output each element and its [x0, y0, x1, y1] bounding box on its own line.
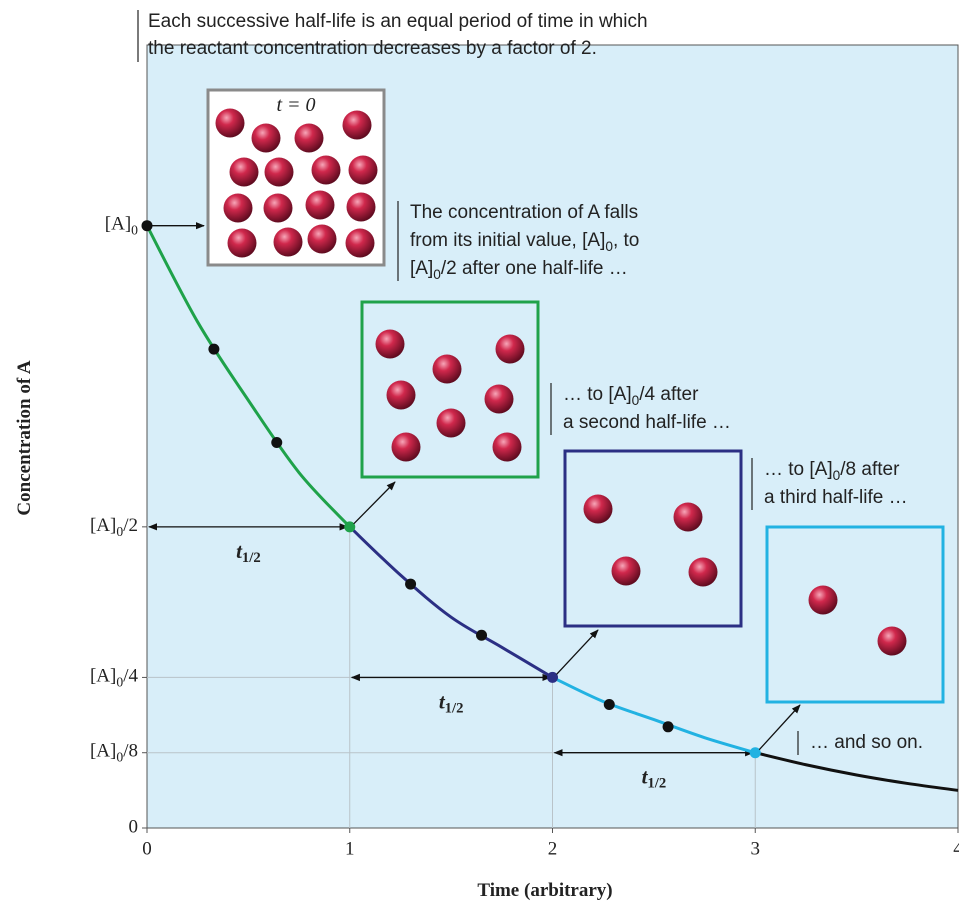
molecule	[251, 123, 281, 153]
half-life-label: t1/2	[642, 765, 667, 793]
annotation: … to [A]0/4 after	[563, 384, 699, 408]
molecule	[391, 432, 421, 462]
annotation: … and so on.	[810, 732, 923, 753]
caption: the reactant concentration decreases by …	[148, 38, 597, 59]
molecule	[264, 157, 294, 187]
molecule	[305, 190, 335, 220]
molecule	[223, 193, 253, 223]
annotation: [A]0/2 after one half-life …	[410, 258, 628, 282]
molecule	[492, 432, 522, 462]
data-point	[662, 721, 674, 733]
half-life-label: t1/2	[236, 539, 261, 567]
molecule	[348, 155, 378, 185]
molecule	[436, 408, 466, 438]
molecule	[273, 227, 303, 257]
data-point	[749, 747, 761, 759]
molecule-box	[563, 449, 743, 628]
molecule	[611, 556, 641, 586]
molecule	[311, 155, 341, 185]
molecule	[386, 380, 416, 410]
molecule	[307, 224, 337, 254]
molecule	[673, 502, 703, 532]
data-point	[208, 343, 220, 355]
y-tick-label: 0	[129, 816, 139, 837]
annotation: a third half-life …	[764, 487, 908, 508]
pointer-arrow	[353, 481, 396, 525]
molecule	[227, 228, 257, 258]
pointer-arrow	[556, 629, 599, 675]
data-point	[476, 629, 488, 641]
y-tick-label: [A]0/4	[90, 666, 139, 690]
y-tick-label: [A]0	[105, 214, 138, 238]
molecule	[877, 626, 907, 656]
half-life-label: t1/2	[439, 689, 464, 717]
x-tick-label: 4	[953, 838, 959, 859]
molecule	[345, 228, 375, 258]
molecule	[229, 157, 259, 187]
annotation: The concentration of A falls	[410, 202, 638, 223]
x-axis-label: Time (arbitrary)	[477, 880, 612, 901]
x-tick-label: 1	[345, 838, 355, 859]
curve	[145, 224, 351, 528]
caption: Each successive half-life is an equal pe…	[148, 11, 648, 32]
curve	[754, 751, 959, 792]
annotation: a second half-life …	[563, 412, 731, 433]
molecule	[808, 585, 838, 615]
y-tick-label: [A]0/2	[90, 515, 138, 539]
data-point	[547, 671, 558, 683]
x-tick-label: 0	[142, 838, 152, 859]
molecule	[484, 384, 514, 414]
x-tick-label: 2	[548, 838, 558, 859]
molecule	[583, 494, 613, 524]
molecule	[432, 354, 462, 384]
data-point	[271, 437, 283, 449]
molecule	[346, 192, 376, 222]
annotation: … to [A]0/8 after	[764, 459, 900, 483]
molecule	[263, 193, 293, 223]
molecule	[342, 110, 372, 140]
data-point	[603, 699, 615, 711]
curve	[348, 525, 554, 679]
molecule	[688, 557, 718, 587]
annotation: from its initial value, [A]0, to	[410, 230, 639, 254]
data-point	[344, 521, 356, 533]
y-tick-label: [A]0/8	[90, 741, 138, 765]
data-point	[405, 578, 417, 590]
data-point	[141, 220, 153, 232]
molecule-box	[765, 525, 945, 704]
molecule	[215, 108, 245, 138]
curve	[551, 676, 756, 755]
molecule	[294, 123, 324, 153]
molecule	[375, 329, 405, 359]
box-label: t = 0	[276, 94, 315, 116]
molecule	[495, 334, 525, 364]
y-axis-label: Concentration of A	[14, 360, 35, 515]
pointer-arrow	[758, 704, 801, 751]
x-tick-label: 3	[751, 838, 761, 859]
